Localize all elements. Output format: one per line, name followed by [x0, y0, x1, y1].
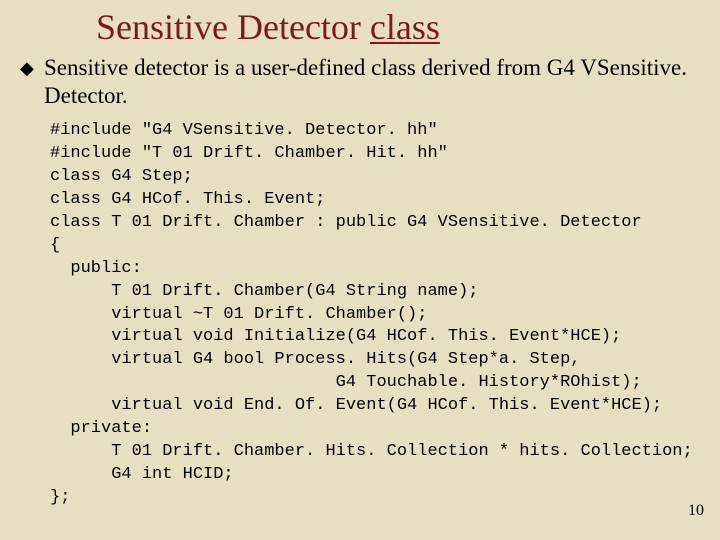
code-block: #include "G4 VSensitive. Detector. hh" #…	[50, 120, 700, 510]
intro-text: Sensitive detector is a user-defined cla…	[44, 54, 700, 109]
slide: Sensitive Detector class ◆ Sensitive det…	[0, 0, 720, 540]
title-plain: Sensitive Detector	[96, 7, 370, 47]
bullet-icon: ◆	[20, 58, 34, 79]
title-underlined: class	[370, 7, 440, 47]
slide-title: Sensitive Detector class	[96, 6, 440, 48]
slide-number: 10	[688, 502, 704, 520]
